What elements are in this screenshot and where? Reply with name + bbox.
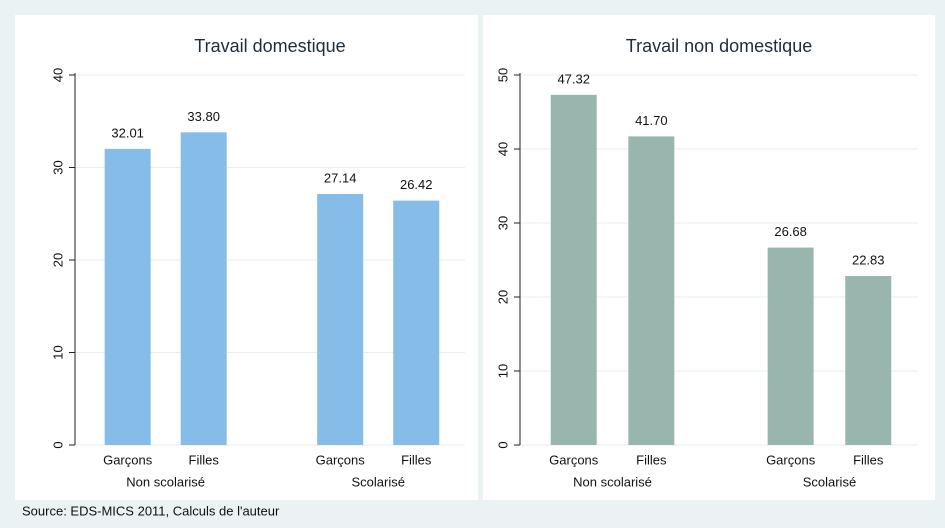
x-tick-label: Garçons	[549, 452, 599, 467]
y-tick-label: 30	[50, 160, 65, 174]
y-tick-label: 40	[495, 142, 510, 156]
x-tick-label: Garçons	[766, 452, 816, 467]
x-tick-label: Filles	[853, 452, 884, 467]
group-label: Scolarisé	[803, 474, 856, 489]
bar	[393, 200, 440, 445]
x-tick-label: Garçons	[103, 452, 153, 467]
y-tick-label: 30	[495, 216, 510, 230]
chart-title: Travail domestique	[194, 36, 345, 56]
x-tick-label: Filles	[636, 452, 667, 467]
x-tick-label: Garçons	[316, 452, 366, 467]
value-label: 22.83	[852, 252, 885, 267]
bar	[767, 247, 814, 445]
y-tick-label: 40	[50, 68, 65, 82]
y-tick-label: 20	[50, 253, 65, 267]
bar	[317, 193, 364, 445]
bar	[628, 136, 675, 446]
bar	[550, 94, 597, 445]
y-tick-label: 10	[495, 364, 510, 378]
source: Source: EDS-MICS 2011, Calculs de l'aute…	[22, 503, 280, 518]
group-label: Scolarisé	[351, 474, 404, 489]
y-tick-label: 50	[495, 68, 510, 82]
value-label: 41.70	[635, 113, 668, 128]
bar	[180, 132, 227, 445]
value-label: 27.14	[324, 170, 357, 185]
value-label: 47.32	[557, 71, 590, 86]
value-label: 32.01	[111, 125, 144, 140]
bar	[104, 148, 151, 445]
y-tick-label: 10	[50, 345, 65, 359]
value-label: 33.80	[187, 109, 220, 124]
chart-title: Travail non domestique	[626, 36, 812, 56]
x-tick-label: Filles	[401, 452, 432, 467]
y-tick-label: 0	[50, 441, 65, 448]
x-tick-label: Filles	[189, 452, 220, 467]
bar	[845, 276, 892, 445]
value-label: 26.68	[774, 224, 807, 239]
group-label: Non scolarisé	[126, 474, 205, 489]
y-tick-label: 0	[495, 441, 510, 448]
value-label: 26.42	[400, 177, 433, 192]
y-tick-label: 20	[495, 290, 510, 304]
group-label: Non scolarisé	[573, 474, 652, 489]
